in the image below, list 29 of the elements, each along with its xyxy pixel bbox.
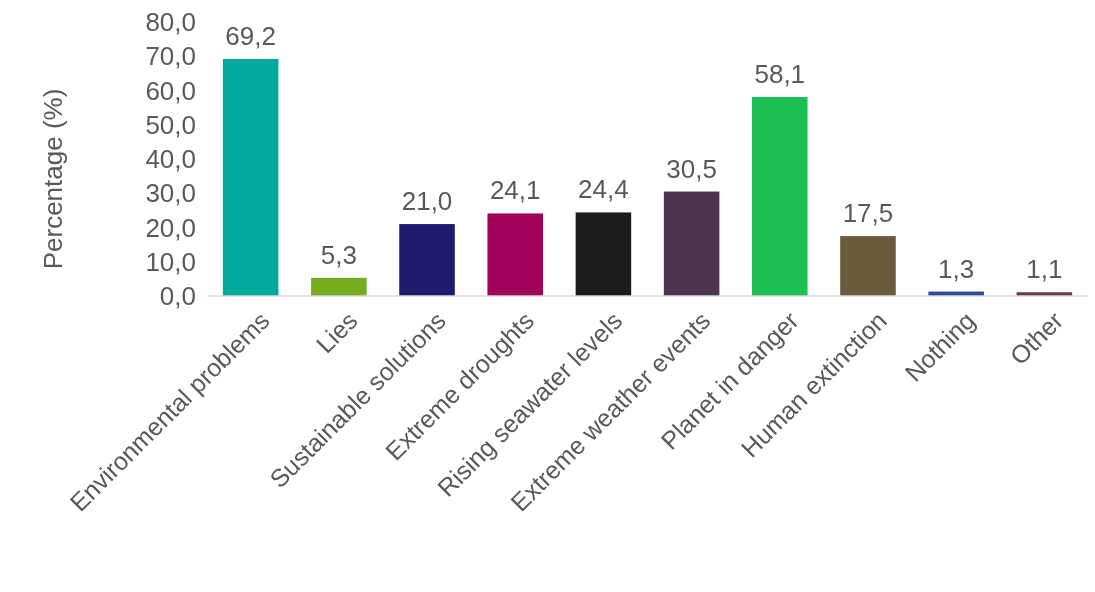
- data-label: 58,1: [754, 59, 806, 90]
- bar: [663, 191, 720, 296]
- y-tick-label: 80,0: [145, 7, 196, 38]
- data-label: 17,5: [842, 198, 894, 229]
- data-label: 69,2: [225, 20, 276, 51]
- data-label: 21,0: [401, 186, 453, 217]
- data-label: 1,1: [1026, 254, 1063, 285]
- bar: [840, 236, 896, 296]
- y-tick-label: 30,0: [145, 178, 196, 209]
- data-label: 30,5: [666, 153, 717, 184]
- bar: [311, 277, 367, 296]
- y-tick-label: 20,0: [145, 212, 196, 243]
- bar: [399, 224, 455, 296]
- bar: [752, 97, 808, 296]
- y-axis-title: Percentage (%): [38, 88, 68, 270]
- data-label: 5,3: [320, 239, 357, 270]
- y-tick-label: 70,0: [145, 41, 196, 72]
- x-tick-label: Lies: [310, 306, 363, 359]
- y-tick-label: 50,0: [145, 109, 196, 140]
- y-tick-label: 10,0: [145, 246, 196, 277]
- bar: [575, 212, 632, 296]
- y-tick-label: 40,0: [145, 144, 196, 175]
- bar: [222, 58, 279, 296]
- y-tick-label: 60,0: [145, 75, 196, 106]
- data-label: 24,1: [489, 175, 541, 206]
- data-label: 24,4: [578, 174, 629, 205]
- y-tick-label: 0,0: [159, 281, 196, 312]
- bar: [487, 213, 543, 296]
- data-label: 1,3: [938, 253, 975, 284]
